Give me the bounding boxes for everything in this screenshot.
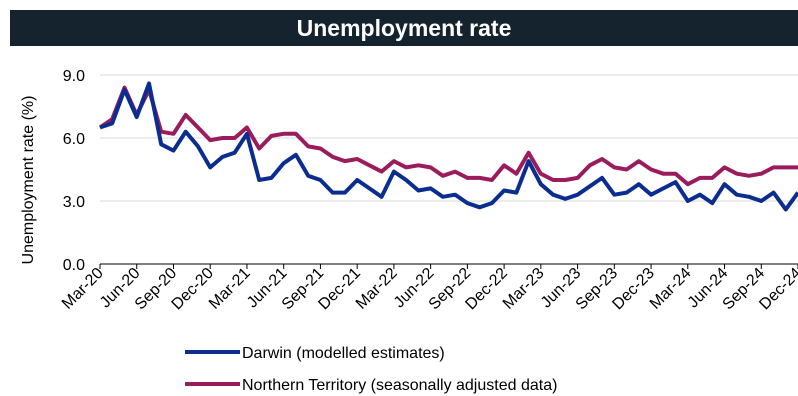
- legend-label: Darwin (modelled estimates): [242, 345, 445, 362]
- series-line: [99, 81, 798, 212]
- x-tick-label: Dec-22: [462, 265, 511, 314]
- chart-title: Unemployment rate: [10, 10, 798, 46]
- series-line: [98, 85, 798, 187]
- y-tick-label: 6.0: [63, 131, 85, 148]
- y-tick-label: 0.0: [63, 257, 85, 274]
- y-axis-label: Unemployment rate (%): [20, 96, 37, 265]
- x-tick-label: Mar-22: [353, 265, 401, 313]
- x-tick-label: Mar-21: [206, 265, 254, 313]
- x-tick-label: Dec-21: [315, 265, 364, 314]
- legend-label: Northern Territory (seasonally adjusted …: [242, 377, 557, 394]
- y-tick-label: 3.0: [63, 194, 85, 211]
- x-tick-label: Dec-23: [609, 265, 658, 314]
- x-tick-label: Mar-24: [647, 265, 695, 313]
- x-tick-label: Dec-20: [169, 265, 218, 314]
- x-tick-label: Mar-23: [500, 265, 548, 313]
- y-tick-label: 9.0: [63, 68, 85, 85]
